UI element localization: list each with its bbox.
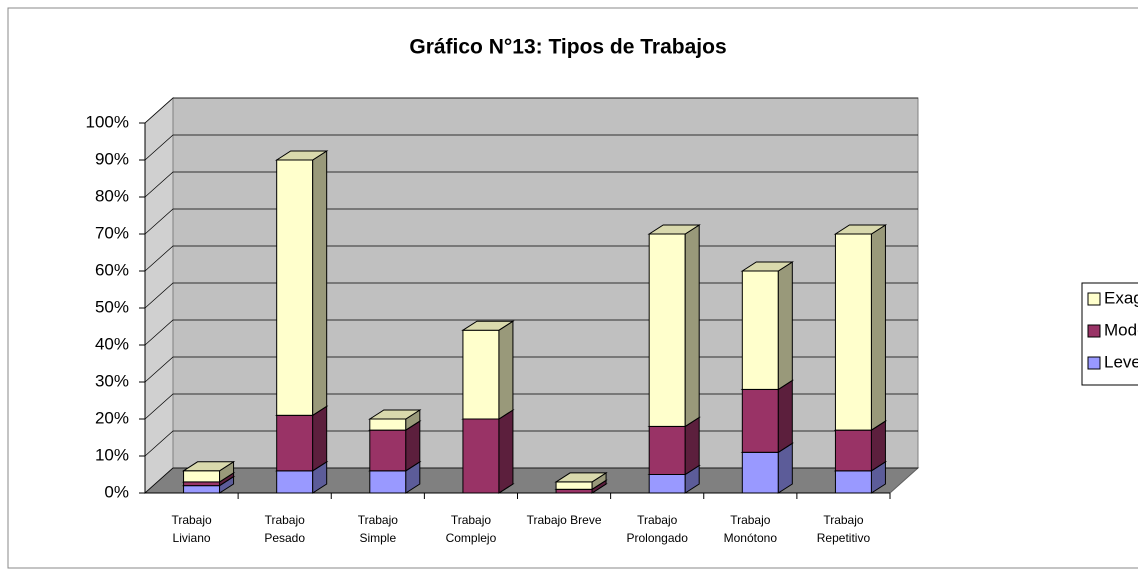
- y-tick-label: 80%: [95, 186, 129, 205]
- bar-front: [741, 270, 779, 390]
- legend-label: Moderada: [1104, 320, 1138, 339]
- y-tick-label: 40%: [95, 334, 129, 353]
- bar-front: [462, 329, 500, 420]
- bar-front: [183, 481, 221, 487]
- bar-side: [777, 261, 793, 391]
- grid-line: [144, 208, 918, 235]
- y-tick-label: 60%: [95, 260, 129, 279]
- bar-side: [498, 409, 514, 494]
- bar-front: [369, 470, 407, 494]
- x-tick-label: Trabajo Repetitivo: [816, 513, 871, 545]
- bar-front: [276, 159, 314, 416]
- bar-segment: [274, 405, 329, 472]
- bar-segment: [461, 320, 515, 420]
- bar-front: [834, 429, 872, 472]
- grid-line: [144, 97, 918, 124]
- bar-top: [461, 320, 515, 331]
- bar-front: [741, 388, 779, 453]
- bar-front: [369, 429, 407, 472]
- grid-line: [144, 171, 918, 198]
- x-tick-label: Trabajo Monótono: [723, 513, 777, 545]
- legend-label: Exagerada: [1104, 288, 1138, 307]
- bar-side: [870, 224, 886, 432]
- bar-front: [741, 451, 779, 494]
- bar-top: [833, 224, 888, 235]
- bar-front: [369, 418, 407, 431]
- bar-side: [312, 405, 328, 472]
- bar-front: [834, 233, 872, 431]
- x-tick-label: Trabajo Pesado: [264, 513, 306, 545]
- bar-segment: [647, 224, 701, 428]
- x-tick-label: Trabajo Prolongado: [626, 513, 688, 545]
- y-tick-label: 0%: [104, 482, 129, 501]
- x-tick-label: Trabajo Liviano: [171, 513, 212, 545]
- bar-top: [181, 461, 236, 472]
- bar-segment: [181, 460, 236, 483]
- bar-side: [684, 416, 700, 476]
- floor: [143, 467, 920, 494]
- x-tick-label: Trabajo Complejo: [445, 513, 497, 545]
- bar-side: [312, 150, 328, 417]
- bar-top: [647, 224, 701, 235]
- bar-front: [183, 470, 221, 483]
- y-tick-label: 10%: [95, 445, 129, 464]
- legend-swatch: [1087, 292, 1101, 306]
- bar-segment: [740, 261, 795, 391]
- bar-segment: [461, 409, 515, 494]
- bar-segment: [740, 379, 795, 454]
- bar-front: [555, 481, 593, 490]
- bar-front: [648, 425, 686, 475]
- y-tick-label: 30%: [95, 371, 129, 390]
- legend-label: Leve: [1104, 352, 1138, 371]
- y-tick-label: 20%: [95, 408, 129, 427]
- y-tick-label: 90%: [95, 149, 129, 168]
- y-tick-label: 100%: [86, 112, 129, 131]
- x-tick-label: Trabajo Breve: [526, 513, 602, 527]
- bar-top: [368, 409, 422, 420]
- grid-line: [144, 134, 918, 161]
- chart-title: Gráfico N°13: Tipos de Trabajos: [409, 36, 726, 59]
- bar-side: [684, 224, 700, 428]
- legend-swatch: [1087, 356, 1101, 370]
- bar-front: [462, 418, 500, 494]
- bar-top: [740, 261, 795, 272]
- bar-segment: [274, 150, 329, 417]
- legend-swatch: [1087, 324, 1101, 338]
- bar-front: [834, 470, 872, 494]
- bar-front: [555, 488, 593, 494]
- bar-segment: [833, 224, 888, 432]
- bar-front: [648, 474, 686, 494]
- bar-side: [498, 320, 514, 420]
- bar-top: [274, 150, 329, 161]
- y-tick-label: 70%: [95, 223, 129, 242]
- bar-segment: [368, 409, 422, 432]
- bar-front: [648, 233, 686, 427]
- bar-top: [554, 472, 608, 483]
- bar-front: [276, 414, 314, 472]
- bar-side: [777, 379, 793, 454]
- bar-front: [276, 470, 314, 494]
- bar-front: [183, 485, 221, 494]
- x-tick-label: Trabajo Simple: [357, 513, 398, 545]
- bar-segment: [554, 471, 608, 491]
- y-tick-label: 50%: [95, 297, 129, 316]
